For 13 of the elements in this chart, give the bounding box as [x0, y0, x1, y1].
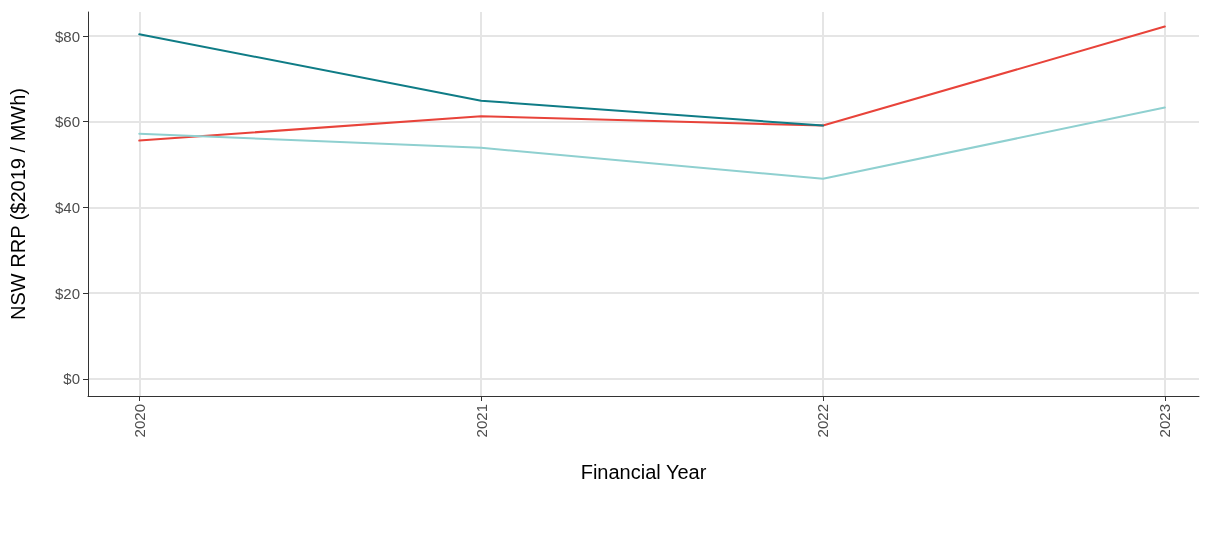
y-tick-label: $60 [54, 113, 80, 131]
x-tick-label: 2021 [472, 404, 490, 438]
x-tick-label: 2020 [130, 404, 148, 438]
line-series [138, 106, 1166, 180]
x-tick-label: 2022 [814, 404, 832, 438]
y-tick-label: $20 [54, 284, 80, 302]
x-tick-label: 2023 [1156, 404, 1174, 438]
y-tick-label: $40 [54, 198, 80, 216]
y-axis-title: NSW RRP ($2019 / MWh) [7, 88, 29, 320]
line-series [138, 25, 1166, 142]
x-axis-title: Financial Year [580, 461, 707, 483]
y-tick-label: $0 [63, 370, 80, 388]
y-tick-label: $80 [54, 27, 80, 45]
